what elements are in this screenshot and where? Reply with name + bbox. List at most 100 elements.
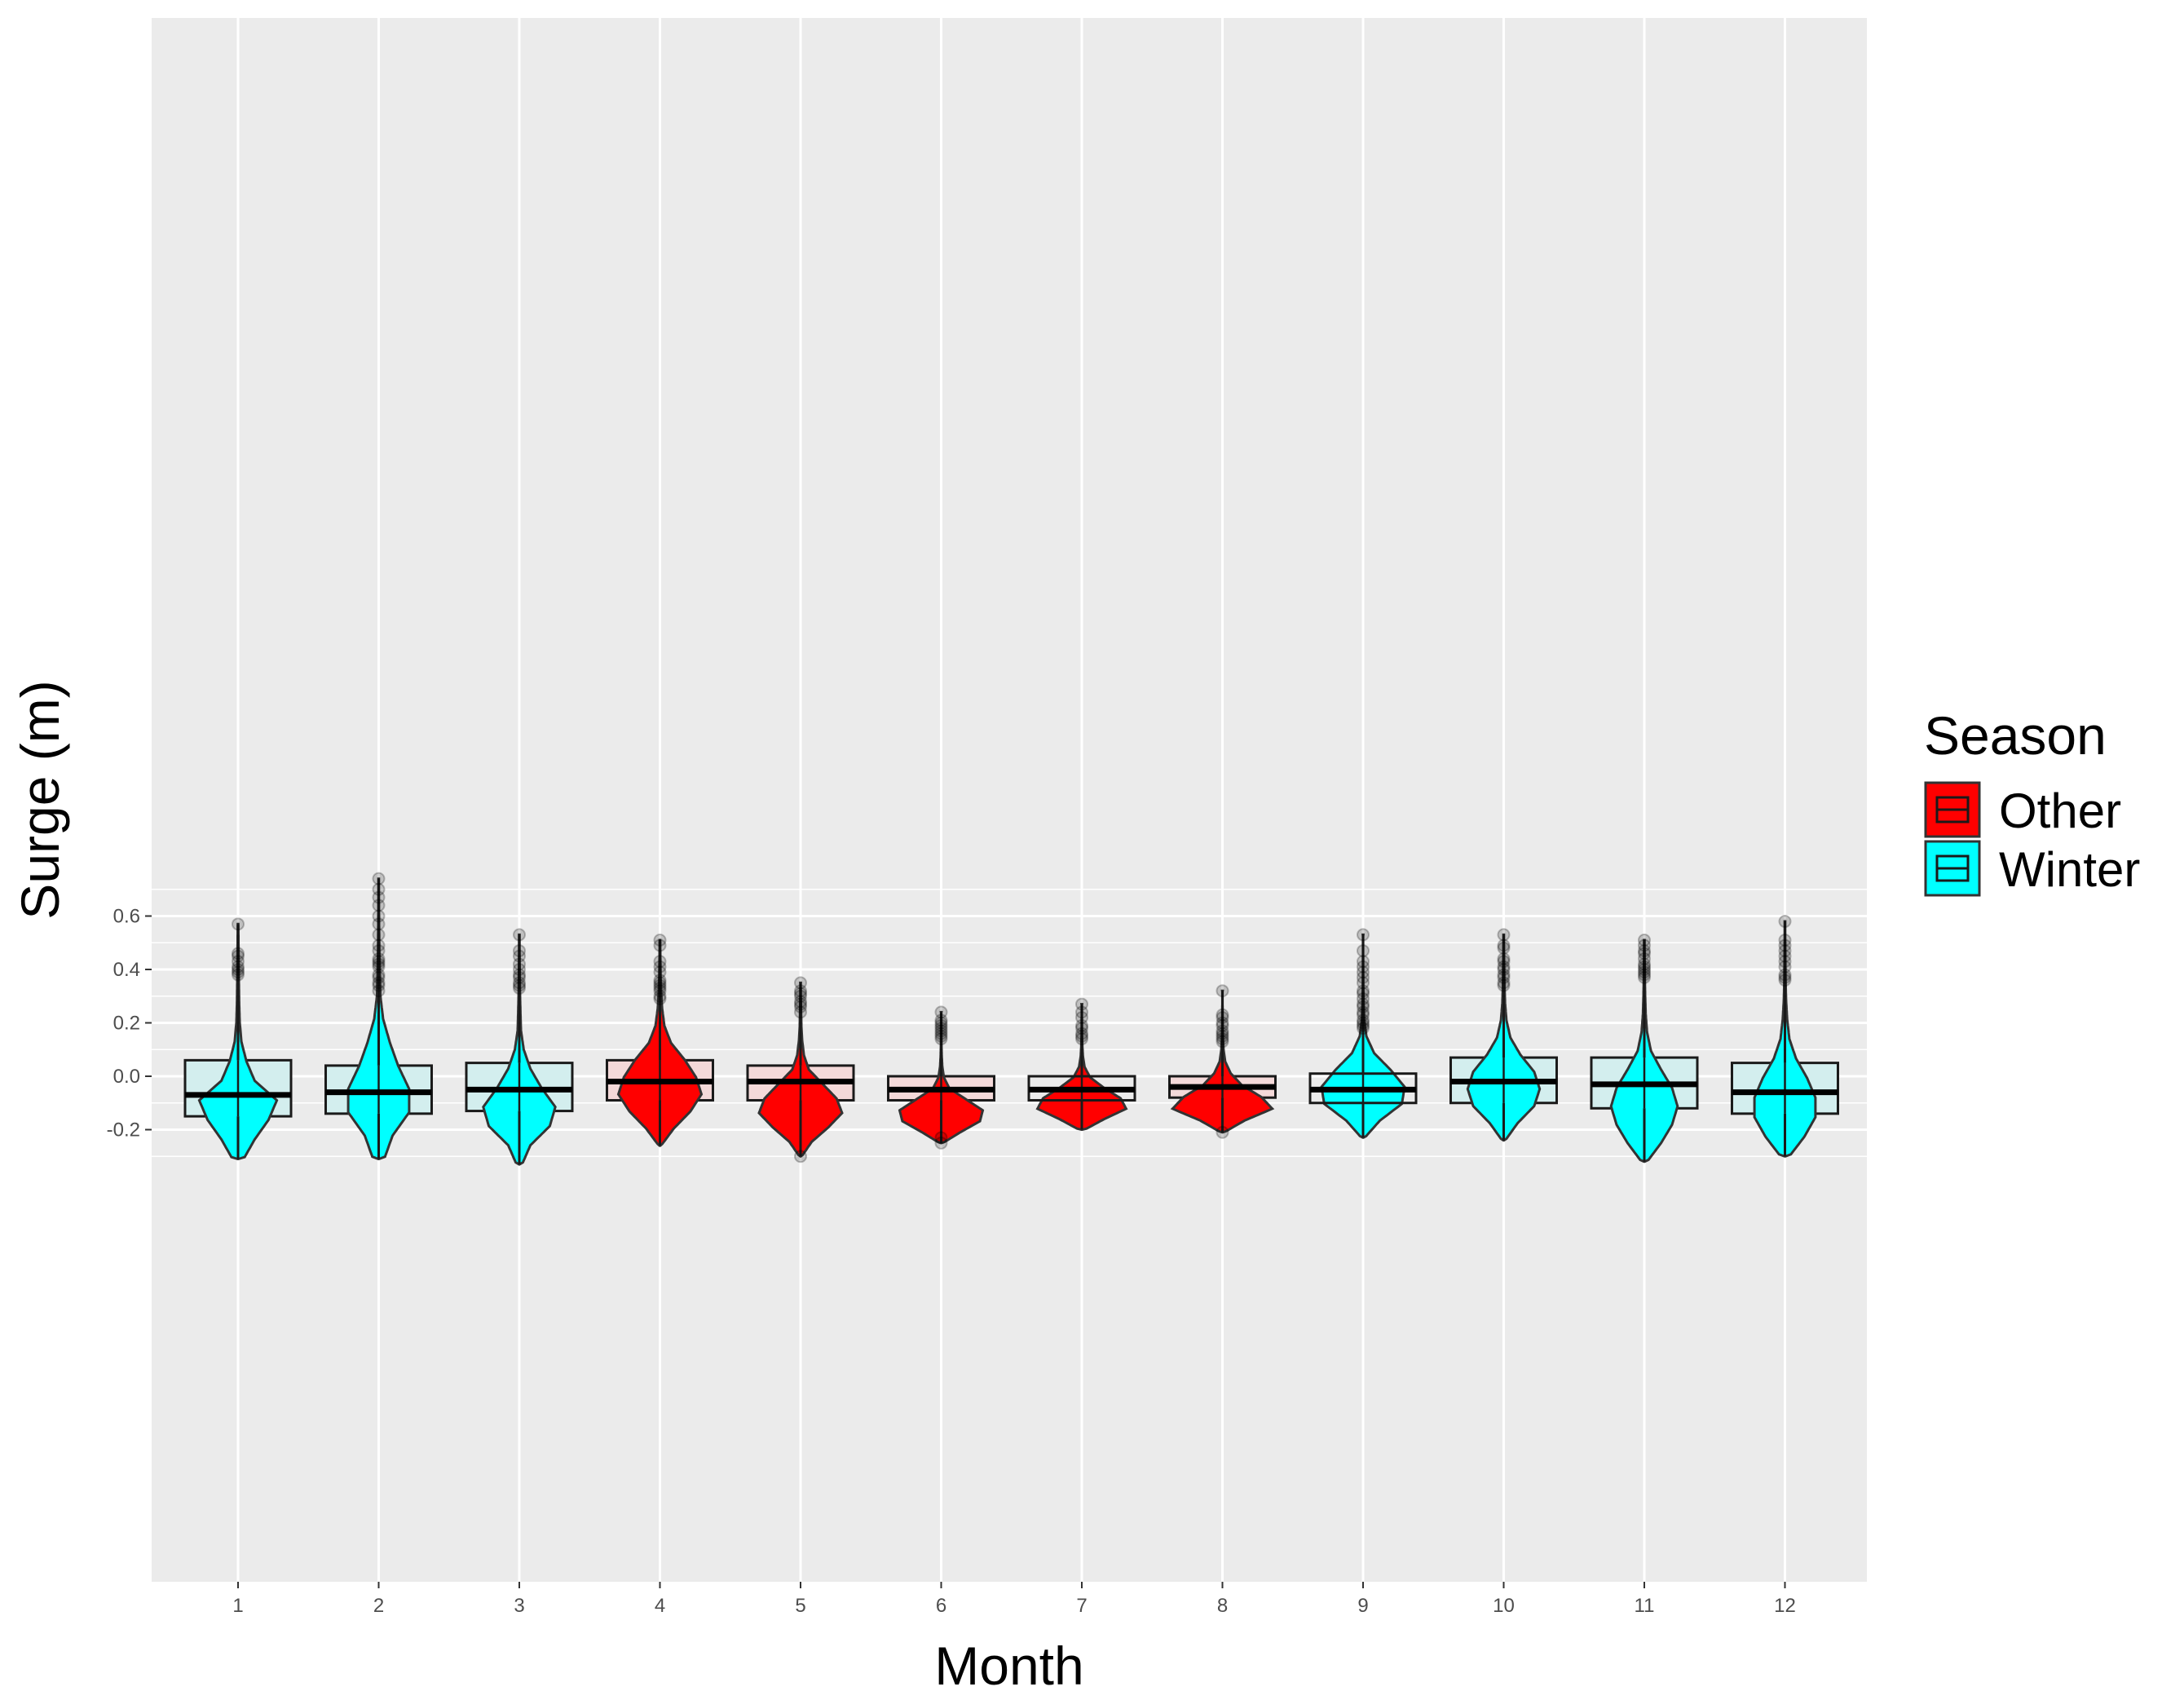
outlier-point xyxy=(1216,1035,1229,1049)
x-tick-label: 8 xyxy=(1217,1595,1228,1617)
outlier-point xyxy=(372,872,386,885)
outlier-point xyxy=(372,952,386,965)
outlier-point xyxy=(1357,1013,1370,1027)
outlier-point xyxy=(934,1005,948,1019)
outlier-point xyxy=(934,1136,948,1150)
outlier-point xyxy=(232,947,245,960)
outlier-point xyxy=(794,995,807,1009)
outlier-point xyxy=(653,984,667,998)
outlier-point xyxy=(1497,963,1511,976)
legend-label-other: Other xyxy=(1999,784,2121,838)
outlier-point xyxy=(1075,1032,1088,1046)
outlier-point xyxy=(1497,928,1511,942)
outlier-point xyxy=(1638,960,1651,974)
outlier-point xyxy=(1216,1010,1229,1024)
outlier-point xyxy=(934,1131,948,1145)
x-axis-title: Month xyxy=(934,1636,1083,1696)
outlier-point xyxy=(1638,952,1651,965)
y-tick-label: 0.2 xyxy=(113,1013,140,1035)
outlier-point xyxy=(1216,984,1229,998)
outlier-point xyxy=(794,1005,807,1019)
x-tick-label: 6 xyxy=(936,1595,946,1617)
x-tick-label: 9 xyxy=(1357,1595,1368,1617)
outlier-point xyxy=(1497,941,1511,955)
outlier-point xyxy=(653,976,667,990)
outlier-point xyxy=(794,1000,807,1013)
outlier-point xyxy=(1357,997,1370,1011)
y-tick-label: 0.4 xyxy=(113,959,140,981)
outlier-point xyxy=(1357,1005,1370,1019)
outlier-point xyxy=(934,1029,948,1043)
outlier-point xyxy=(372,970,386,984)
outlier-point xyxy=(1357,955,1370,969)
outlier-point xyxy=(513,968,526,982)
outlier-point xyxy=(1357,1016,1370,1030)
outlier-point xyxy=(1497,978,1511,992)
outlier-point xyxy=(934,1013,948,1027)
outlier-point xyxy=(1357,992,1370,1006)
outlier-point xyxy=(1216,1125,1229,1139)
outlier-point xyxy=(232,960,245,974)
outlier-point xyxy=(513,928,526,942)
outlier-point xyxy=(1778,974,1792,987)
outlier-point xyxy=(1216,1024,1229,1038)
outlier-point xyxy=(372,978,386,992)
outlier-point xyxy=(653,978,667,992)
outlier-point xyxy=(1357,1022,1370,1035)
outlier-point xyxy=(934,1024,948,1038)
outlier-point xyxy=(1075,1029,1088,1043)
outlier-point xyxy=(1778,968,1792,982)
outlier-point xyxy=(934,1022,948,1035)
outlier-point xyxy=(372,960,386,974)
outlier-point xyxy=(1075,1005,1088,1019)
outlier-point xyxy=(1638,968,1651,982)
outlier-point xyxy=(1497,976,1511,990)
plot-panel xyxy=(152,18,1867,1582)
outlier-point xyxy=(794,1150,807,1164)
outlier-point xyxy=(1216,1029,1229,1043)
outlier-point xyxy=(794,989,807,1003)
outlier-point xyxy=(232,963,245,976)
outlier-point xyxy=(653,974,667,987)
outlier-point xyxy=(1638,933,1651,947)
boxplots xyxy=(185,878,1838,1165)
x-tick-label: 1 xyxy=(232,1595,243,1617)
outlier-point xyxy=(1357,970,1370,984)
outlier-point xyxy=(653,981,667,995)
outlier-point xyxy=(513,957,526,971)
outlier-point xyxy=(372,890,386,904)
outlier-point xyxy=(1778,915,1792,929)
y-tick-label: 0.0 xyxy=(113,1066,140,1088)
legend-title: Season xyxy=(1924,705,2107,766)
axes: 0.60.40.20.0-0.21 2 3 4 5 6 7 8 9 10 11 12 xyxy=(107,906,1796,1618)
outlier-point xyxy=(794,984,807,998)
outlier-point xyxy=(232,917,245,931)
outlier-point xyxy=(372,882,386,896)
outlier-point xyxy=(372,917,386,931)
outlier-point xyxy=(513,981,526,995)
outlier-point xyxy=(372,944,386,958)
outlier-point xyxy=(232,965,245,979)
outlier-point xyxy=(1075,1018,1088,1032)
outlier-point xyxy=(1075,997,1088,1011)
outlier-point xyxy=(372,957,386,971)
outlier-point xyxy=(1216,1027,1229,1040)
outlier-point xyxy=(232,955,245,969)
outlier-point xyxy=(1778,970,1792,984)
outlier-point xyxy=(1497,960,1511,974)
outlier-point xyxy=(1357,928,1370,942)
outlier-point xyxy=(1778,933,1792,947)
x-tick-label: 5 xyxy=(795,1595,805,1617)
outlier-point xyxy=(934,1016,948,1030)
outlier-point xyxy=(1357,1008,1370,1022)
outlier-point xyxy=(653,989,667,1003)
outlier-point xyxy=(934,1032,948,1046)
outlier-point xyxy=(1357,976,1370,990)
outlier-point xyxy=(1638,963,1651,976)
outlier-point xyxy=(794,997,807,1011)
outlier-point xyxy=(232,949,245,963)
outlier-point xyxy=(372,955,386,969)
x-tick-label: 4 xyxy=(655,1595,665,1617)
outlier-point xyxy=(1497,968,1511,982)
